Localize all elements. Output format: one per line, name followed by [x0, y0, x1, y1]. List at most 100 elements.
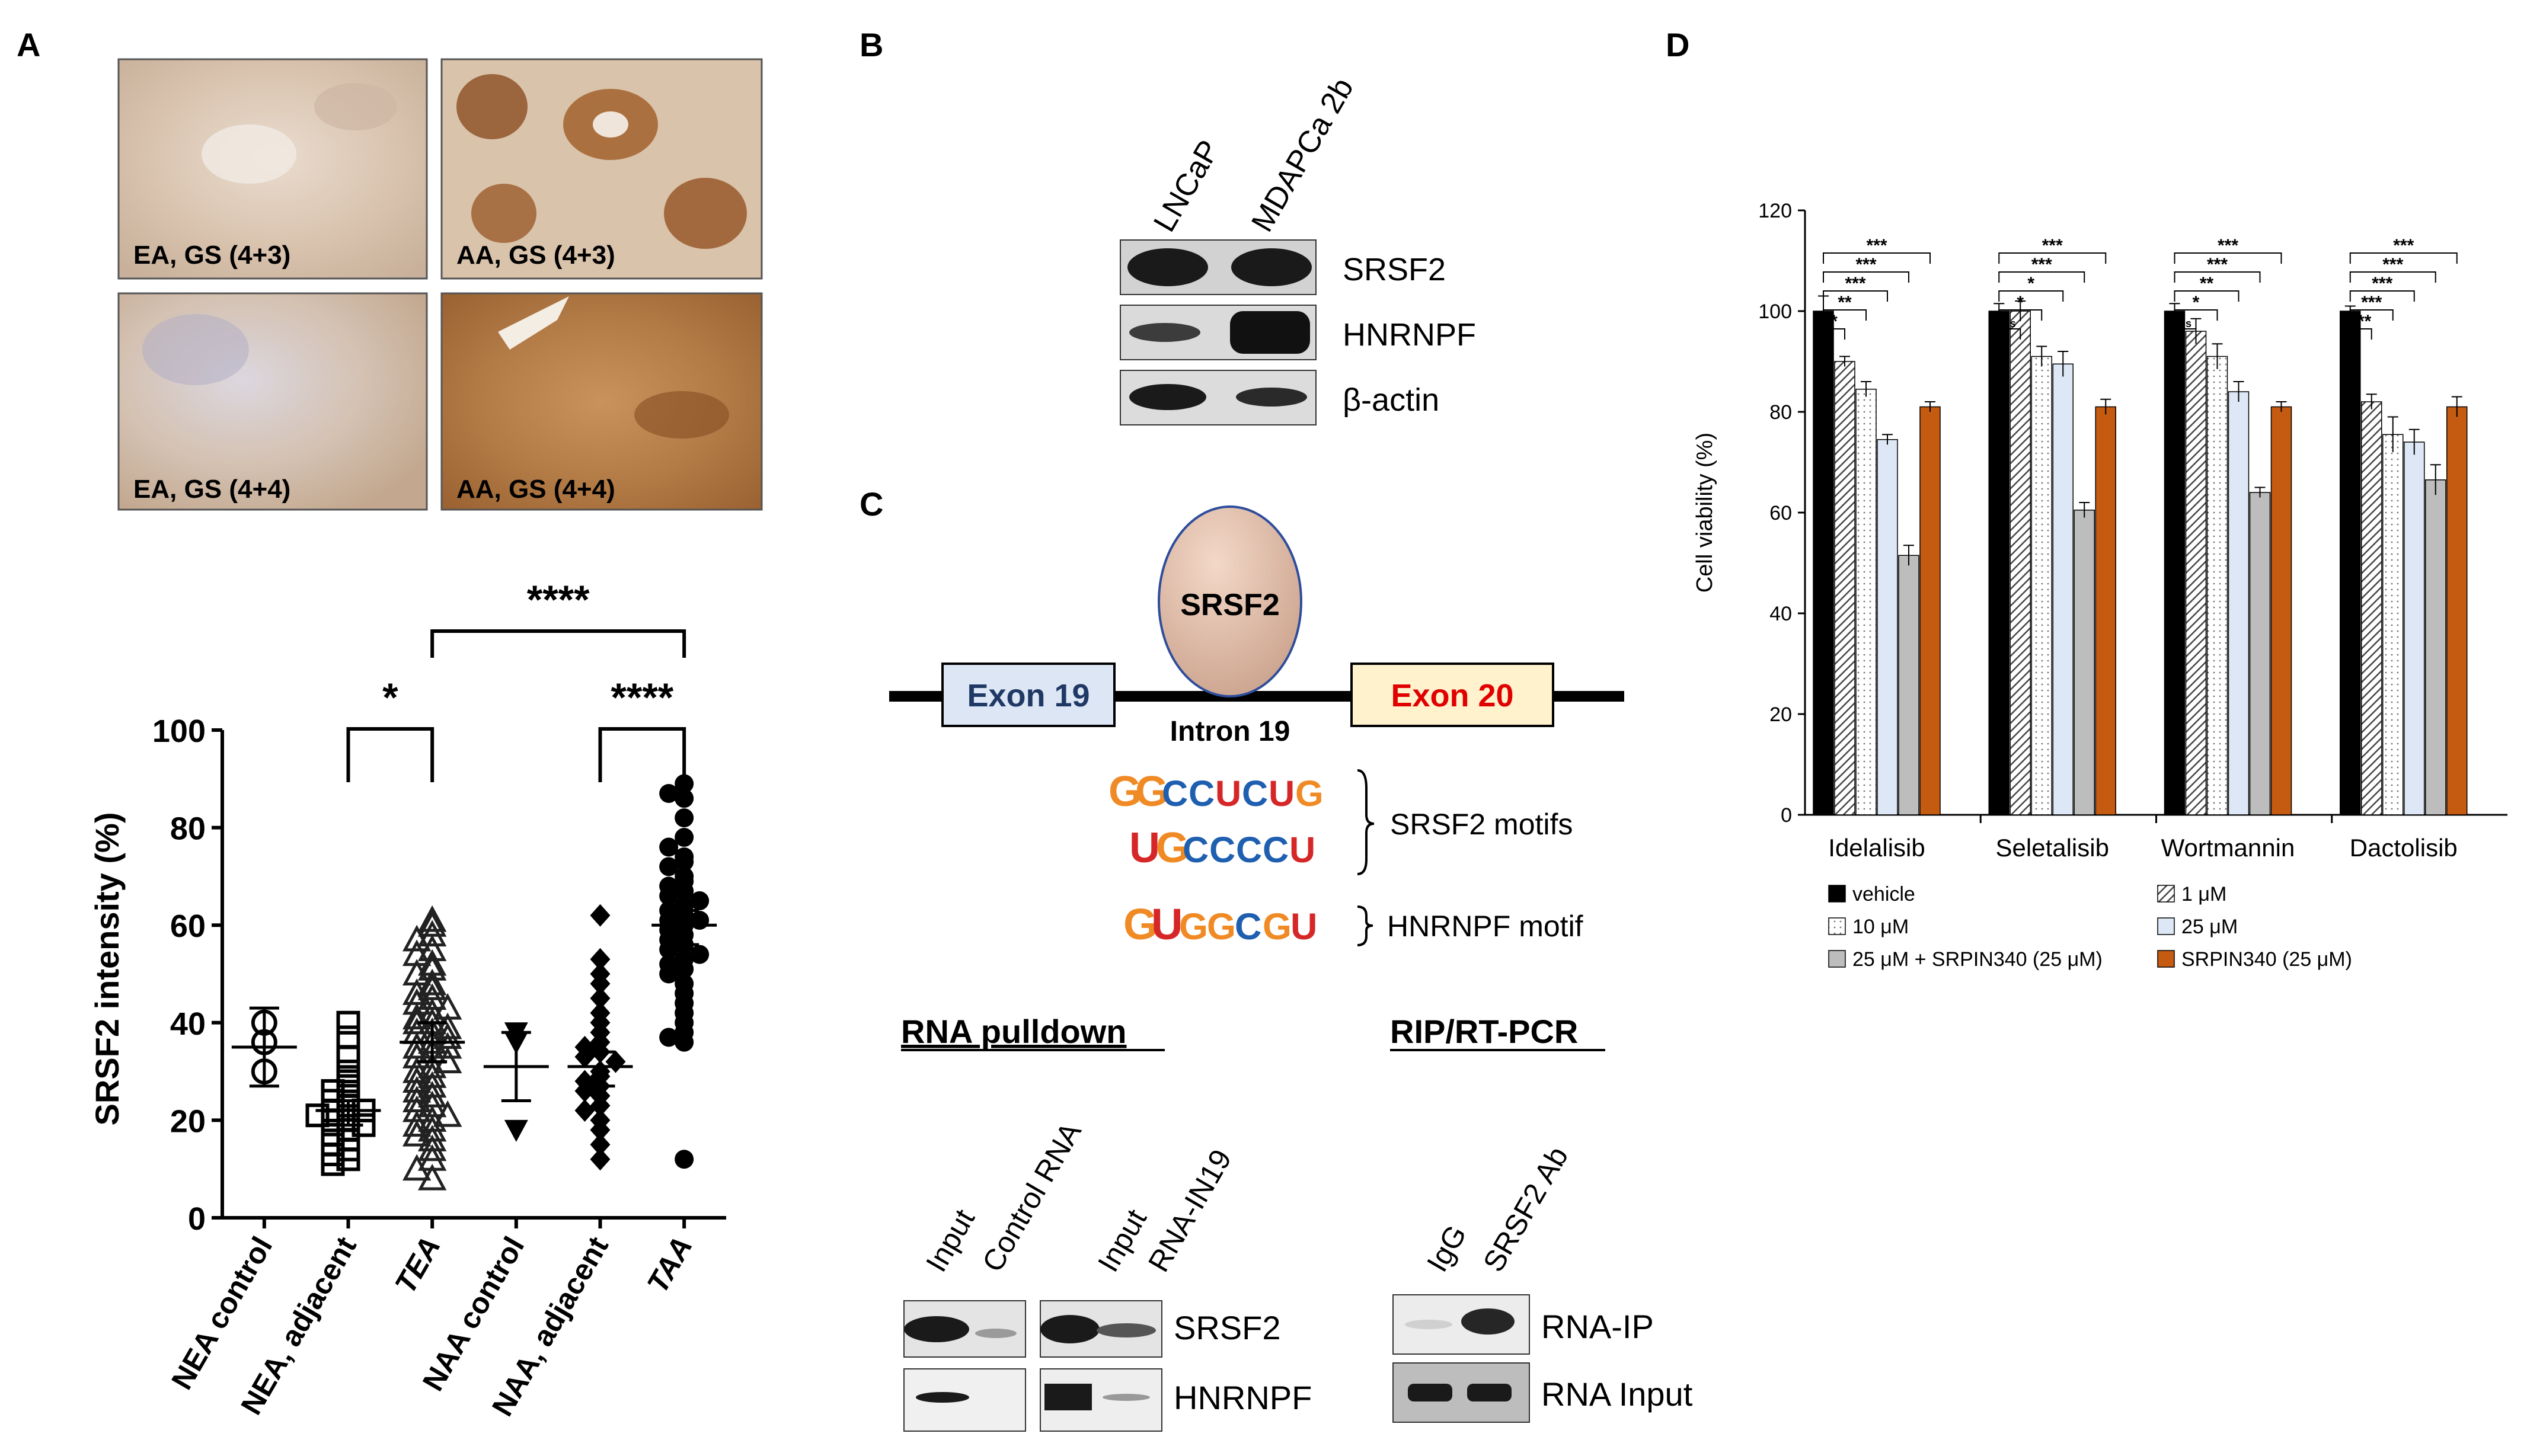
ihc-label: EA, GS (4+3) — [133, 241, 290, 270]
legend-swatch — [2157, 917, 2175, 935]
motif-bracket — [1357, 769, 1375, 875]
y-tick-label: 120 — [1758, 200, 1792, 222]
significance-bracket — [346, 727, 435, 782]
ihc-label: AA, GS (4+4) — [456, 475, 615, 504]
data-point — [402, 1119, 432, 1147]
bar — [2340, 311, 2361, 815]
data-point — [675, 1150, 694, 1169]
significance-label: ** — [2200, 274, 2214, 293]
significance-bracket — [1998, 252, 2107, 264]
rip-rt-pcr-gel: RIP/RT-PCR IgG SRSF2 Ab RNA-IP RNA Input — [1390, 1013, 1693, 1423]
ihc-image-aa-4-4: AA, GS (4+4) — [440, 292, 763, 511]
bar — [2031, 356, 2052, 815]
scatter-points — [231, 774, 717, 1191]
motif-letter: C — [1236, 830, 1262, 870]
data-point — [590, 1133, 611, 1156]
y-tick-label: 0 — [1781, 804, 1792, 827]
motif-letter: U — [1215, 773, 1241, 814]
motif-letter: C — [1235, 906, 1261, 948]
data-point — [659, 857, 679, 876]
bar — [1877, 439, 1898, 815]
data-point — [659, 783, 679, 803]
bar — [1898, 555, 1919, 815]
bar — [2010, 311, 2031, 815]
bar — [2206, 356, 2228, 815]
lane-label: Control RNA — [976, 1116, 1088, 1278]
data-point — [659, 1028, 679, 1047]
significance-label: **** — [611, 675, 673, 720]
y-tick-label: 40 — [170, 1006, 206, 1042]
data-point — [590, 987, 611, 1010]
significance-label: ** — [1838, 293, 1852, 312]
significance-label: **** — [527, 577, 590, 622]
significance-bracket — [2174, 290, 2239, 302]
data-point — [590, 1094, 611, 1117]
data-point — [336, 1025, 360, 1049]
significance-label: *** — [1845, 274, 1865, 293]
bar — [2404, 441, 2425, 815]
band-label: RNA-IP — [1541, 1308, 1654, 1345]
category-label: Seletalisib — [1996, 834, 2109, 862]
significance-bracket — [1998, 328, 2021, 340]
data-point — [659, 964, 679, 984]
significance-label: *** — [1855, 255, 1876, 274]
bar — [1855, 389, 1877, 815]
bar — [1834, 361, 1855, 815]
lane-label: LNCaP — [1147, 135, 1226, 238]
data-point — [659, 886, 679, 905]
data-point — [402, 1003, 432, 1030]
y-tick-label: 80 — [1769, 401, 1792, 424]
bar — [2074, 510, 2095, 815]
significance-label: *** — [2361, 293, 2382, 312]
western-blot-b: LNCaP MDAPCa 2b SRSF2 HNRNPF β-actin — [1120, 72, 1476, 425]
motif-letter: G — [1207, 906, 1236, 948]
exon-19-label: Exon 19 — [967, 678, 1090, 713]
bar — [2270, 406, 2292, 815]
significance-bracket — [1823, 309, 1867, 321]
data-point — [590, 948, 611, 971]
significance-bracket — [2349, 271, 2436, 283]
lane-label: Input — [919, 1204, 981, 1277]
significance-bracket — [598, 727, 686, 782]
lane-label: RNA-IN19 — [1142, 1144, 1238, 1277]
bar — [2446, 406, 2468, 815]
data-point — [336, 1045, 360, 1069]
significance-label: * — [2193, 293, 2200, 312]
significance-label: * — [1830, 312, 1838, 331]
data-point — [675, 828, 694, 847]
motif-letter: U — [1290, 906, 1317, 948]
legend-swatch — [1828, 950, 1846, 968]
motif-letter: G — [1135, 768, 1168, 815]
scatter-y-axis-label: SRSF2 intensity (%) — [88, 812, 126, 1126]
bar — [2382, 434, 2404, 815]
motif-letter: G — [1123, 900, 1158, 949]
data-point — [590, 904, 611, 927]
y-tick-label: 60 — [170, 908, 206, 944]
panel-label-c: C — [860, 485, 883, 523]
band-label: β-actin — [1343, 382, 1439, 418]
data-point — [417, 1163, 447, 1191]
ihc-image-aa-4-3: AA, GS (4+3) — [440, 58, 763, 280]
data-point — [321, 1152, 345, 1176]
y-tick-label: 60 — [1769, 502, 1792, 524]
bar — [2361, 401, 2382, 815]
significance-bracket — [1823, 328, 1845, 340]
significance-label: *** — [1866, 236, 1887, 255]
data-point — [402, 924, 432, 952]
legend-label: 1 μM — [2181, 883, 2226, 905]
band-label: SRSF2 — [1343, 252, 1446, 287]
data-point — [336, 1010, 360, 1035]
data-point — [402, 1154, 432, 1181]
ihc-image-grid: EA, GS (4+3) AA, GS (4+3) EA, GS (4+4) A… — [117, 58, 763, 511]
motif-letter: U — [1269, 773, 1295, 814]
lane-label: SRSF2 Ab — [1477, 1141, 1574, 1277]
category-label: Wortmannin — [2161, 834, 2295, 862]
significance-label: *** — [2031, 255, 2052, 274]
data-point — [675, 774, 694, 793]
legend-swatch — [2157, 950, 2175, 968]
splicing-diagram: Exon 19 Exon 20 Intron 19 SRSF2 — [889, 505, 1624, 747]
data-point — [574, 1099, 595, 1122]
